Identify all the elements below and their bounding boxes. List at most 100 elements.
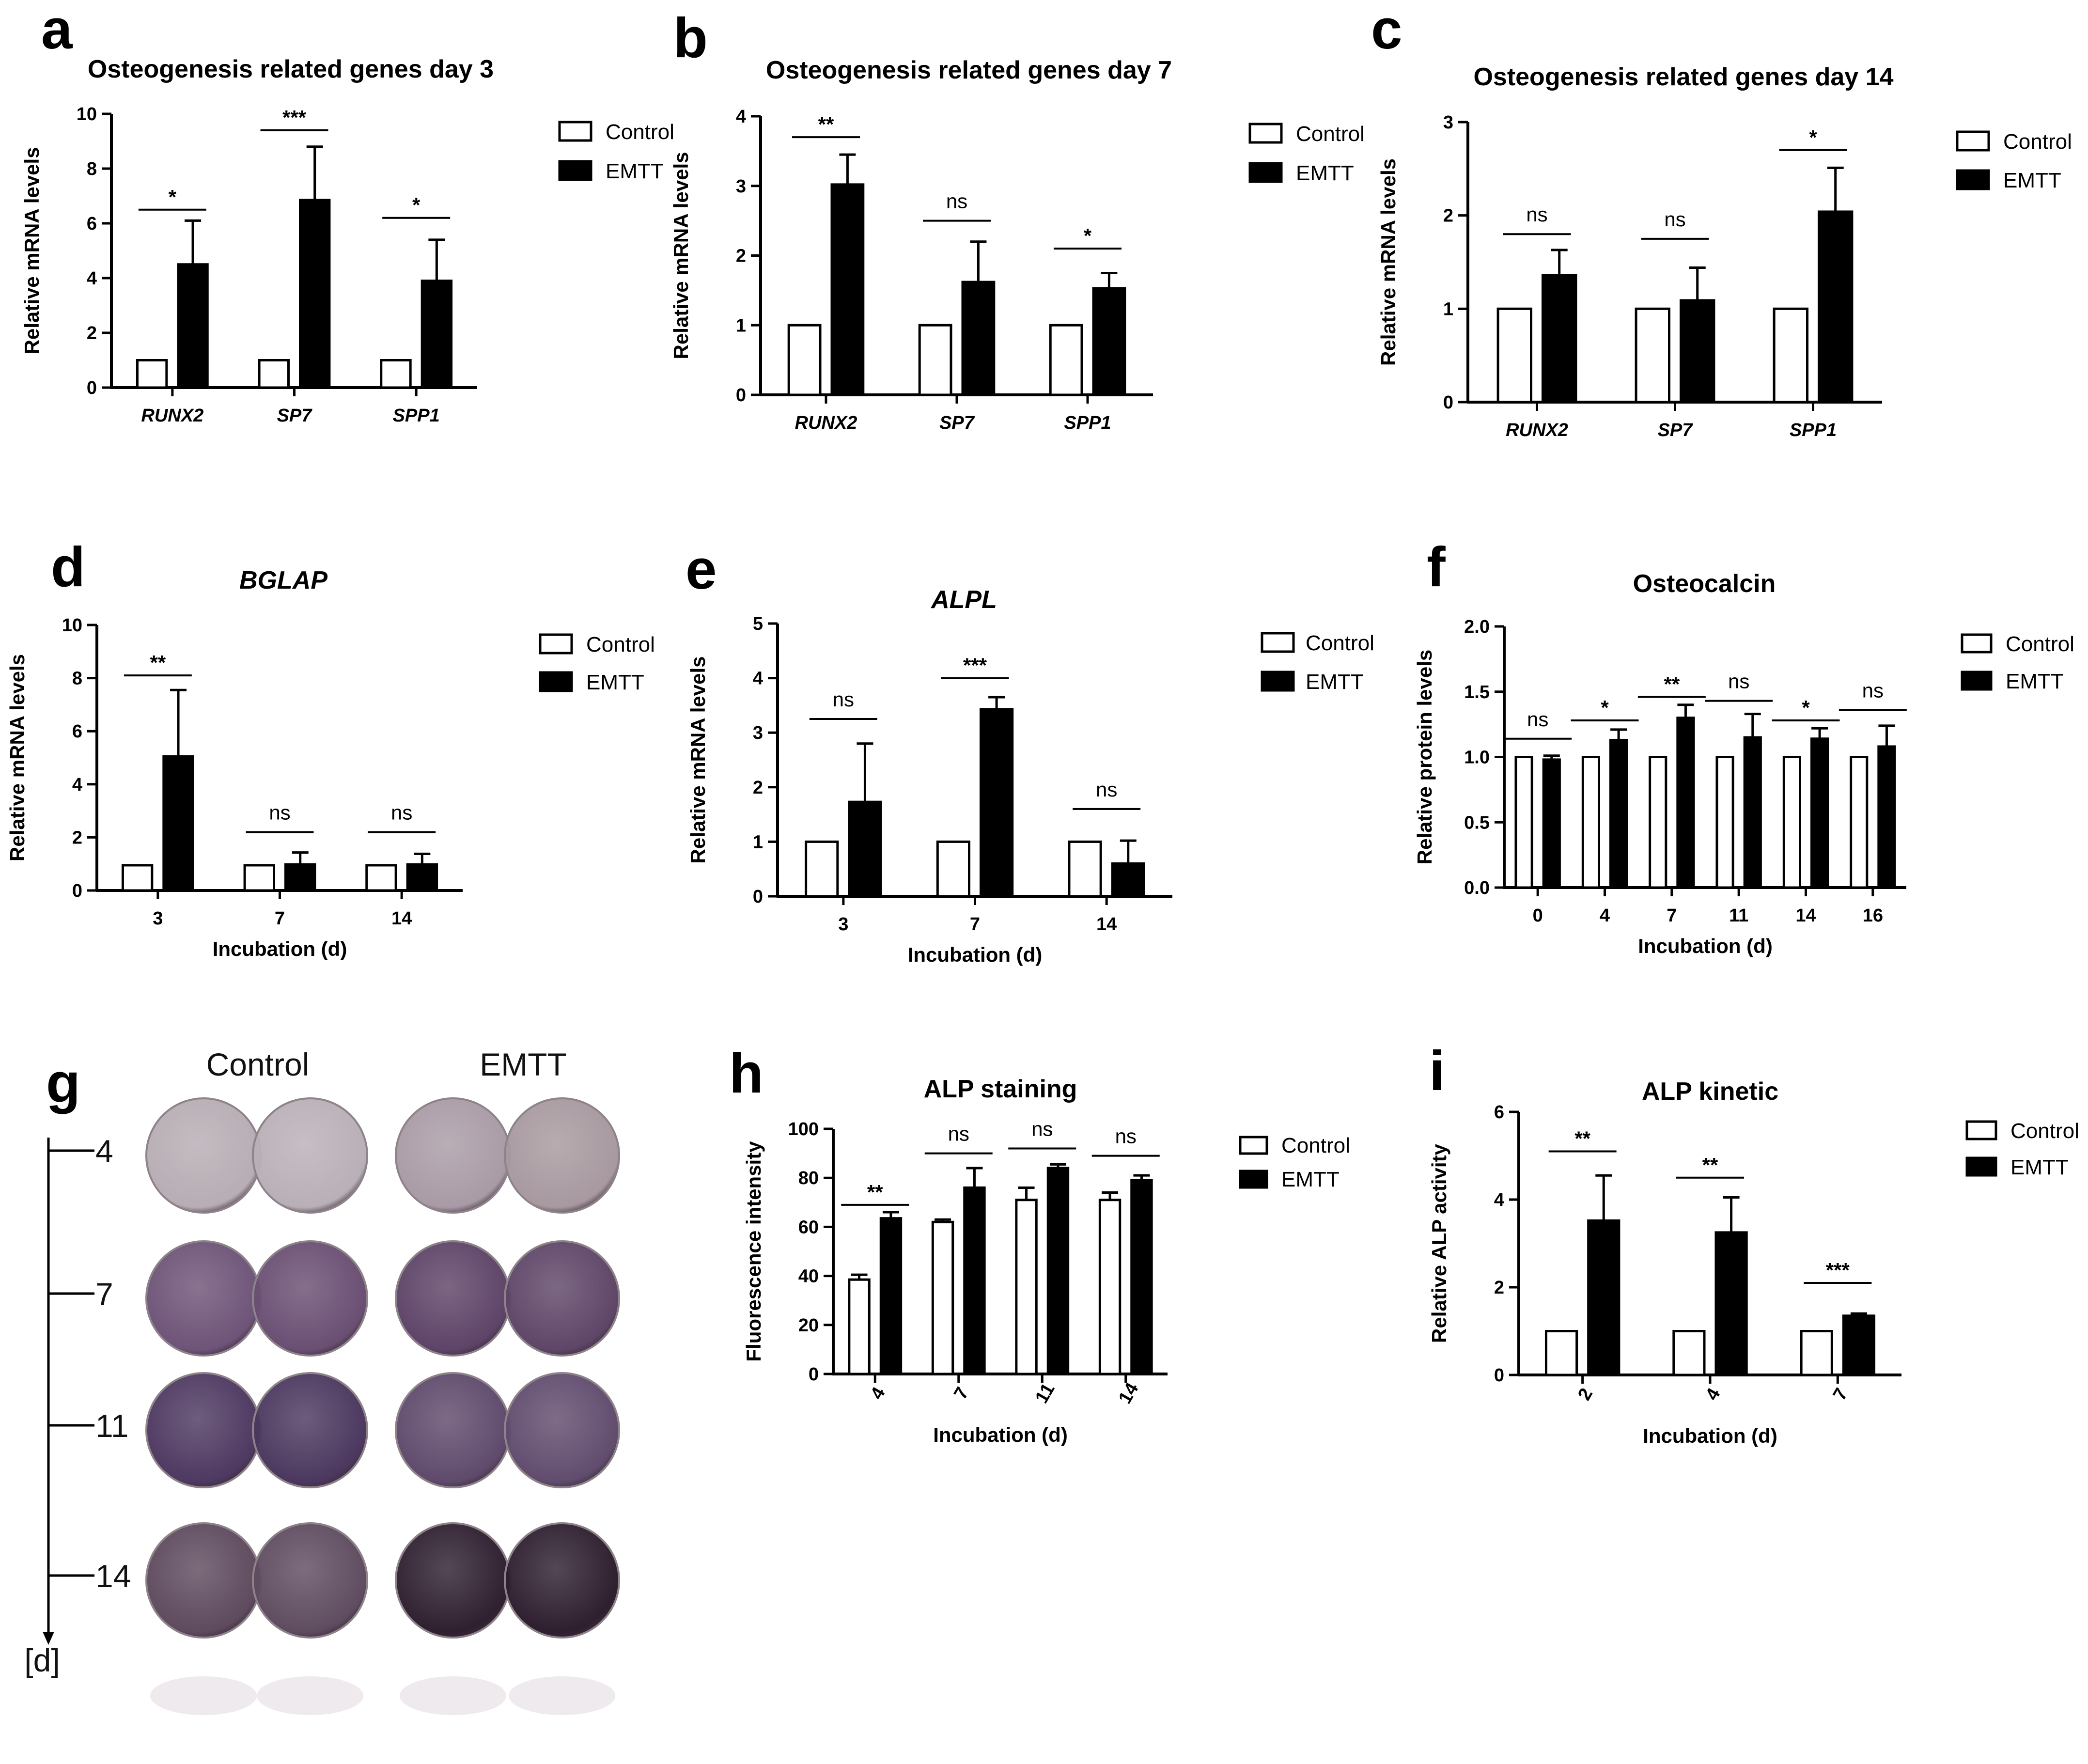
y-tick-label-h: 100 <box>788 1119 819 1140</box>
legend-f-emtt-label: EMTT <box>2006 670 2064 693</box>
bar-f-control-4 <box>1581 756 1601 889</box>
x-tick-label-d: 3 <box>153 908 163 929</box>
y-axis-label-h: Fluorescence intensity <box>742 1141 765 1362</box>
x-axis-label-i: Incubation (d) <box>1643 1424 1777 1447</box>
bar-f-control-11 <box>1715 756 1734 889</box>
x-tick-label-b: SPP1 <box>1064 413 1111 433</box>
x-tick-label-i: 7 <box>1829 1385 1852 1404</box>
chart-h: 0 20 40 60 80 100 Fluorescence intensity 4 ** 7 ns… <box>742 1117 1168 1446</box>
chart-c: 0 1 2 3 Relative mRNA levels RUNX2 ns SP7 ns SPP1… <box>1377 112 1882 440</box>
bar-d-control-3 <box>121 864 154 892</box>
sig-label-h: ** <box>867 1181 883 1203</box>
bar-a-emtt-SPP1 <box>421 280 453 389</box>
bar-f-emtt-4 <box>1609 738 1628 889</box>
x-tick-label-e: 14 <box>1096 914 1117 935</box>
day-label-11: 11 <box>95 1408 129 1444</box>
well-day4-emtt-1 <box>395 1097 511 1214</box>
legend-c-control-swatch <box>1956 130 1990 152</box>
panel-i-title: ALP kinetic <box>1642 1077 1778 1106</box>
x-tick-label-a: RUNX2 <box>141 406 203 426</box>
bar-b-emtt-SP7 <box>961 281 996 396</box>
legend-e: Control EMTT <box>1261 631 1374 694</box>
y-axis-label-d: Relative mRNA levels <box>6 654 29 861</box>
x-tick-label-i: 2 <box>1574 1385 1597 1404</box>
legend-a: Control EMTT <box>558 120 674 183</box>
panel-e: e ALPL 0 1 2 3 4 5 Relative mRNA levels 3 ns 7 ***… <box>686 538 1374 966</box>
bar-e-emtt-14 <box>1111 862 1145 898</box>
chart-b: 0 1 2 3 4 Relative mRNA levels RUNX2 ** SP7 ns SPP… <box>670 107 1153 433</box>
bar-a-emtt-RUNX2 <box>177 263 209 389</box>
bar-h-emtt-4 <box>879 1217 903 1375</box>
sig-label-i: *** <box>1826 1259 1850 1281</box>
well-reflection <box>509 1676 615 1715</box>
bar-c-control-SP7 <box>1635 307 1671 404</box>
y-tick-label-c: 1 <box>1443 299 1453 319</box>
y-tick-label-a: 2 <box>87 323 97 343</box>
legend-e-emtt-swatch <box>1261 671 1295 692</box>
y-tick-label-d: 10 <box>62 615 82 636</box>
legend-d-emtt-swatch <box>539 671 573 692</box>
bar-e-emtt-7 <box>980 708 1014 898</box>
legend-d-emtt-label: EMTT <box>586 671 644 694</box>
y-tick-label-a: 6 <box>87 214 97 234</box>
bar-f-control-0 <box>1514 756 1533 889</box>
panel-letter-e: e <box>686 538 717 601</box>
sig-label-b: * <box>1084 224 1092 247</box>
panel-f-title: Osteocalcin <box>1633 570 1776 598</box>
panel-h-title: ALP staining <box>924 1075 1077 1103</box>
chart-i: 0 2 4 6 Relative ALP activity 2 ** 4 ** 7 *** Incub… <box>1428 1102 1901 1447</box>
y-tick-label-e: 0 <box>753 887 763 907</box>
x-axis-label-f: Incubation (d) <box>1638 935 1773 957</box>
bar-h-emtt-11 <box>1046 1167 1070 1375</box>
x-tick-label-d: 7 <box>275 908 285 929</box>
panel-c-title: Osteogenesis related genes day 14 <box>1473 63 1893 91</box>
sig-label-a: * <box>169 186 177 208</box>
panel-f: f Osteocalcin 0.0 0.5 1.0 1.5 2.0 Relative pr… <box>1413 535 2074 957</box>
y-tick-label-i: 2 <box>1494 1278 1504 1298</box>
y-tick-label-f: 0.0 <box>1464 878 1490 898</box>
bar-b-control-SPP1 <box>1049 324 1083 396</box>
day-label-7: 7 <box>95 1276 113 1312</box>
panel-letter-c: c <box>1371 0 1402 61</box>
well-day14-control-1 <box>145 1522 262 1639</box>
legend-f: Control EMTT <box>1961 632 2074 693</box>
bar-f-control-16 <box>1850 756 1869 889</box>
legend-f-emtt-swatch <box>1961 671 1993 691</box>
legend-h: Control EMTT <box>1239 1134 1350 1191</box>
panel-b-title: Osteogenesis related genes day 7 <box>766 56 1172 84</box>
y-tick-label-f: 1.5 <box>1464 682 1490 702</box>
bar-f-control-7 <box>1649 756 1667 889</box>
y-tick-label-b: 4 <box>736 107 746 127</box>
sig-label-f: ** <box>1664 673 1680 696</box>
panel-a: a Osteogenesis related genes day 3 0 2 4 6 8… <box>20 0 674 426</box>
chart-a: 0 2 4 6 8 10 Relative mRNA levels RUNX2 * SP7 *** S… <box>20 104 477 426</box>
sig-label-d: ns <box>391 801 412 824</box>
bar-h-emtt-7 <box>963 1186 986 1375</box>
y-tick-label-e: 5 <box>753 614 763 634</box>
time-axis-arrowhead <box>43 1632 54 1645</box>
y-tick-label-f: 0.5 <box>1464 812 1490 833</box>
bar-c-control-RUNX2 <box>1496 307 1533 404</box>
legend-c-control-label: Control <box>2003 130 2072 154</box>
y-tick-label-i: 0 <box>1494 1365 1504 1386</box>
y-tick-label-h: 0 <box>809 1364 819 1385</box>
x-tick-label-a: SP7 <box>277 406 313 426</box>
y-tick-label-a: 10 <box>77 104 97 125</box>
legend-a-emtt-swatch <box>558 160 592 181</box>
x-axis-label-e: Incubation (d) <box>908 943 1043 966</box>
x-tick-label-d: 14 <box>391 908 412 929</box>
sig-label-c: ns <box>1526 203 1547 226</box>
bar-e-emtt-3 <box>848 800 882 898</box>
bar-f-emtt-7 <box>1676 717 1695 889</box>
legend-f-control-label: Control <box>2006 632 2074 656</box>
x-tick-label-f: 11 <box>1729 905 1748 926</box>
bar-c-emtt-SPP1 <box>1818 210 1854 404</box>
y-axis-label-f: Relative protein levels <box>1413 650 1436 865</box>
sig-label-a: *** <box>282 106 307 129</box>
bar-b-emtt-RUNX2 <box>830 183 865 396</box>
y-axis-label-i: Relative ALP activity <box>1428 1143 1450 1343</box>
sig-label-e: ns <box>833 688 854 711</box>
well-day7-emtt-2 <box>504 1240 620 1357</box>
bar-e-control-3 <box>805 840 839 898</box>
panel-h: h ALP staining 0 20 40 60 80 100 Fluorescence … <box>729 1042 1350 1446</box>
